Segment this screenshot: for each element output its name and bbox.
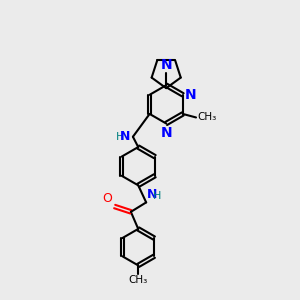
Text: O: O — [102, 192, 112, 206]
Text: N: N — [120, 130, 130, 143]
Text: H: H — [116, 132, 125, 142]
Text: N: N — [185, 88, 197, 102]
Text: N: N — [147, 188, 158, 201]
Text: H: H — [153, 191, 161, 201]
Text: N: N — [160, 126, 172, 140]
Text: CH₃: CH₃ — [197, 112, 217, 122]
Text: CH₃: CH₃ — [129, 275, 148, 285]
Text: N: N — [160, 58, 172, 72]
